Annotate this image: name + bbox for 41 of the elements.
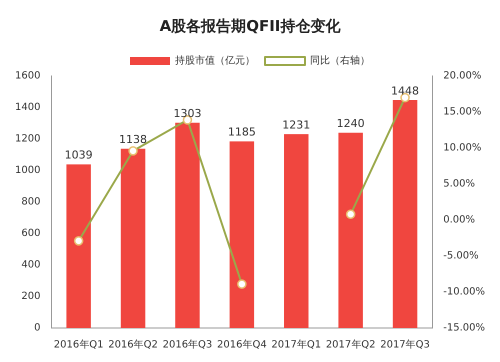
bar bbox=[120, 148, 146, 328]
bar bbox=[392, 100, 418, 328]
bar bbox=[175, 122, 200, 328]
x-tick-label: 2016年Q3 bbox=[162, 338, 212, 351]
bar bbox=[284, 134, 308, 328]
x-tick-label: 2017年Q1 bbox=[271, 338, 322, 351]
x-tick-label: 2016年Q4 bbox=[217, 338, 267, 351]
y-tick-label: 0 bbox=[34, 322, 40, 334]
bar bbox=[66, 164, 91, 328]
y2-tick-label: 10.00% bbox=[443, 142, 482, 154]
data-label: 1039 bbox=[64, 148, 93, 162]
x-tick-label: 2017年Q2 bbox=[326, 338, 376, 351]
y2-tick-label: 0.00% bbox=[443, 214, 476, 226]
y2-tick-label: 20.00% bbox=[443, 70, 482, 82]
bar bbox=[338, 132, 363, 328]
y-tick-label: 1200 bbox=[14, 134, 40, 145]
y2-tick-label: -10.00% bbox=[443, 286, 486, 298]
y-tick-label: 400 bbox=[21, 260, 40, 271]
y2-tick-label: -15.00% bbox=[443, 322, 486, 334]
data-label: 1231 bbox=[282, 118, 310, 132]
x-tick-label: 2016年Q1 bbox=[54, 338, 104, 351]
y-tick-label: 600 bbox=[21, 228, 40, 240]
data-label: 1303 bbox=[173, 107, 202, 120]
y2-tick-label: 15.00% bbox=[443, 106, 482, 118]
y-tick-label: 1400 bbox=[14, 102, 40, 114]
legend-label: 同比（右轴） bbox=[310, 54, 370, 67]
x-tick-label: 2017年Q3 bbox=[380, 338, 430, 351]
data-label: 1448 bbox=[391, 84, 420, 98]
chart-title: A股各报告期QFII持仓变化 bbox=[160, 16, 342, 35]
x-tick-label: 2016年Q2 bbox=[108, 338, 158, 351]
y2-tick-label: 5.00% bbox=[443, 178, 476, 190]
y-tick-label: 200 bbox=[21, 291, 40, 302]
y-tick-label: 1000 bbox=[14, 165, 40, 176]
data-label: 1185 bbox=[228, 126, 256, 139]
y-tick-label: 800 bbox=[21, 196, 40, 208]
data-label: 1240 bbox=[336, 117, 365, 130]
y2-tick-label: -5.00% bbox=[443, 250, 479, 262]
bar bbox=[230, 141, 254, 328]
y-tick-label: 1600 bbox=[14, 70, 40, 82]
legend-label: 持股市值（亿元） bbox=[175, 54, 255, 67]
data-label: 1138 bbox=[119, 133, 148, 146]
